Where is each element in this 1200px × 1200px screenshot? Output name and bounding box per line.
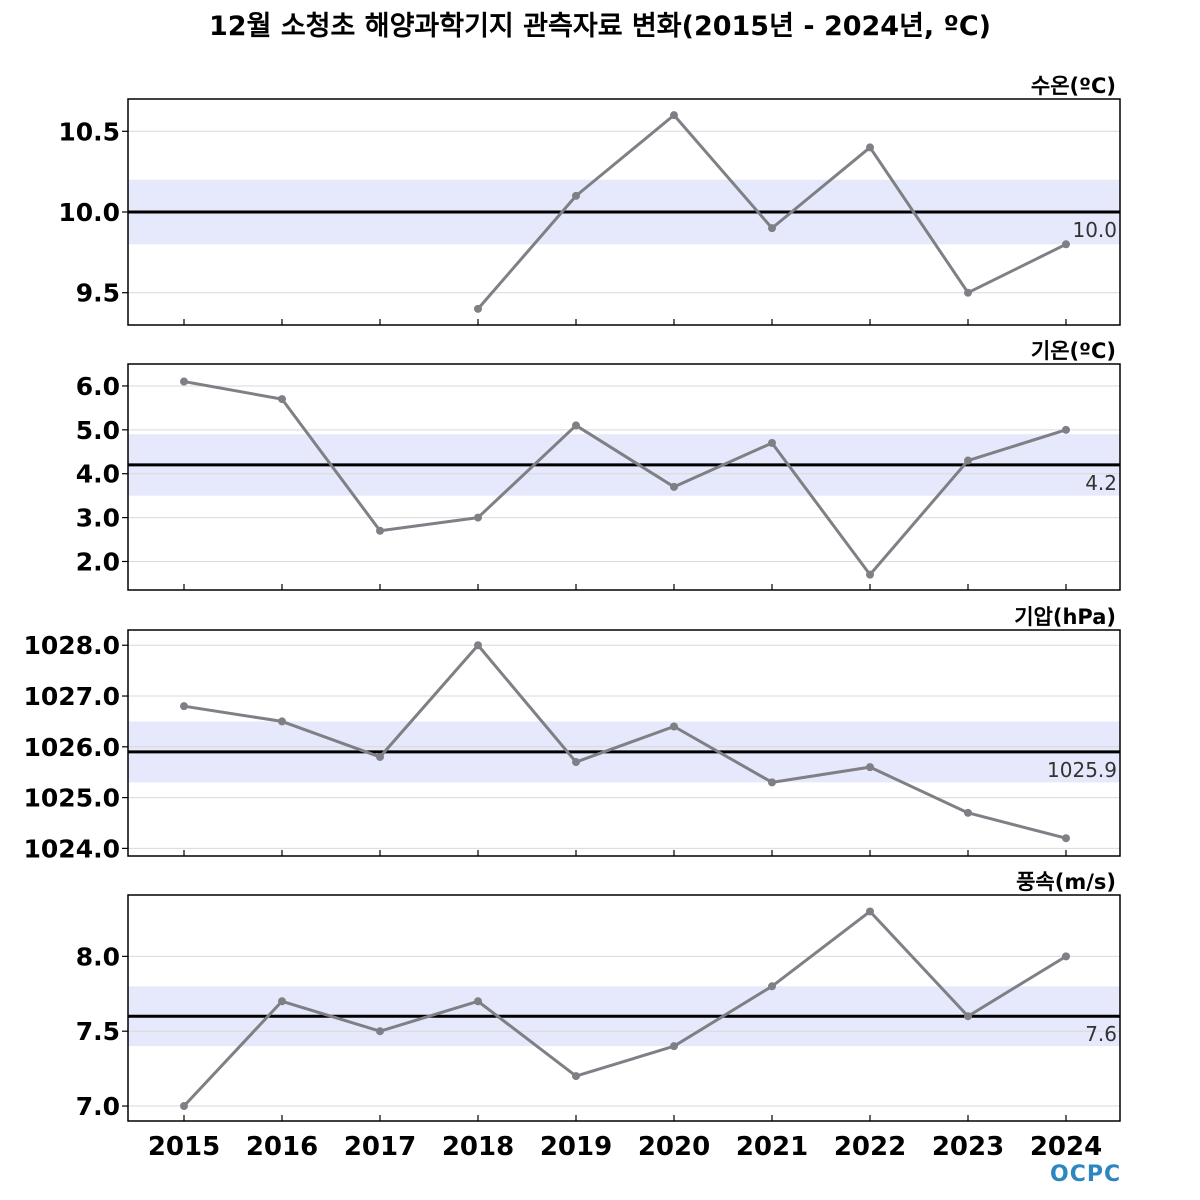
data-point <box>1062 952 1070 961</box>
chart-title: 12월 소청초 해양과학기지 관측자료 변화(2015년 - 2024년, ºC… <box>209 11 991 42</box>
x-tick-label: 2018 <box>442 1132 514 1162</box>
data-point <box>964 1012 972 1021</box>
data-point <box>180 377 188 386</box>
ocpc-logo: OCPC <box>1050 1162 1122 1187</box>
x-tick-label: 2016 <box>246 1132 318 1162</box>
mean-value-label: 1025.9 <box>1047 758 1117 782</box>
series-line <box>182 909 1067 1108</box>
data-point <box>474 513 482 522</box>
y-tick-label: 1024.0 <box>24 834 120 863</box>
y-tick-label: 6.0 <box>76 372 120 401</box>
data-point <box>376 1027 384 1036</box>
data-point <box>768 778 776 787</box>
y-tick-label: 5.0 <box>76 416 120 445</box>
data-point <box>670 111 678 120</box>
data-point <box>1062 425 1070 434</box>
data-point <box>474 997 482 1006</box>
data-point <box>376 526 384 535</box>
mean-value-label: 7.6 <box>1085 1022 1117 1046</box>
data-point <box>278 997 286 1006</box>
data-point <box>572 421 580 430</box>
data-point <box>180 1102 188 1111</box>
data-point <box>474 641 482 650</box>
y-tick-label: 10.5 <box>58 117 120 146</box>
data-point <box>572 1072 580 1081</box>
panel-frame <box>127 894 1121 1122</box>
x-tick-label: 2017 <box>344 1132 416 1162</box>
data-point <box>1062 834 1070 843</box>
y-tick-label: 1026.0 <box>24 733 120 762</box>
data-point <box>866 143 874 152</box>
data-point <box>768 224 776 233</box>
data-point <box>768 438 776 447</box>
data-point <box>572 191 580 200</box>
panel-frame <box>127 629 1121 857</box>
panel-frame <box>127 98 1121 326</box>
data-point <box>180 702 188 711</box>
data-point <box>964 456 972 465</box>
data-point <box>964 288 972 297</box>
data-point <box>572 758 580 767</box>
x-tick-label: 2021 <box>736 1132 808 1162</box>
data-point <box>1062 240 1070 249</box>
panel-label: 수온(ºC) <box>1031 74 1116 98</box>
panel-frame <box>127 363 1121 591</box>
data-point <box>474 304 482 313</box>
mean-value-label: 4.2 <box>1085 471 1117 495</box>
y-tick-label: 4.0 <box>76 460 120 489</box>
data-point <box>670 1042 678 1051</box>
data-point <box>376 752 384 761</box>
series-line <box>183 643 1067 840</box>
x-tick-label: 2015 <box>148 1132 220 1162</box>
data-point <box>768 982 776 991</box>
panel-label: 풍속(m/s) <box>1016 870 1116 894</box>
x-tick-label: 2023 <box>932 1132 1004 1162</box>
y-tick-label: 7.5 <box>76 1017 120 1046</box>
x-tick-label: 2019 <box>540 1132 612 1162</box>
x-tick-label: 2020 <box>638 1132 710 1162</box>
y-tick-label: 7.0 <box>76 1092 120 1121</box>
y-tick-label: 8.0 <box>76 942 120 971</box>
y-tick-label: 1028.0 <box>24 631 120 660</box>
x-tick-label: 2024 <box>1030 1132 1102 1162</box>
series-line <box>183 380 1067 577</box>
data-point <box>278 717 286 726</box>
data-point <box>670 482 678 491</box>
mean-value-label: 10.0 <box>1072 218 1117 242</box>
data-point <box>866 570 874 579</box>
data-point <box>278 395 286 404</box>
y-tick-label: 1027.0 <box>24 682 120 711</box>
data-point <box>866 907 874 916</box>
y-tick-label: 1025.0 <box>24 784 120 813</box>
y-tick-label: 10.0 <box>58 198 120 227</box>
panel-label: 기온(ºC) <box>1031 339 1116 363</box>
panel-label: 기압(hPa) <box>1014 605 1116 629</box>
data-point <box>670 722 678 731</box>
y-tick-label: 3.0 <box>76 504 120 533</box>
y-tick-label: 9.5 <box>76 279 120 308</box>
x-tick-label: 2022 <box>834 1132 906 1162</box>
y-tick-label: 2.0 <box>76 547 120 576</box>
data-point <box>866 763 874 772</box>
data-point <box>964 808 972 817</box>
